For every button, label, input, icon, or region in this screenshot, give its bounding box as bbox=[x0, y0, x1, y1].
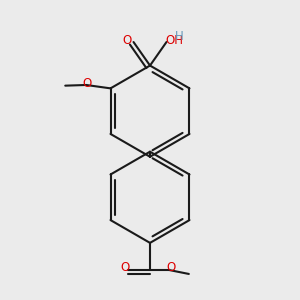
Text: O: O bbox=[167, 261, 176, 274]
Text: O: O bbox=[82, 77, 92, 90]
Text: H: H bbox=[175, 30, 184, 43]
Text: O: O bbox=[121, 261, 130, 274]
Text: O: O bbox=[123, 34, 132, 46]
Text: OH: OH bbox=[166, 34, 184, 47]
